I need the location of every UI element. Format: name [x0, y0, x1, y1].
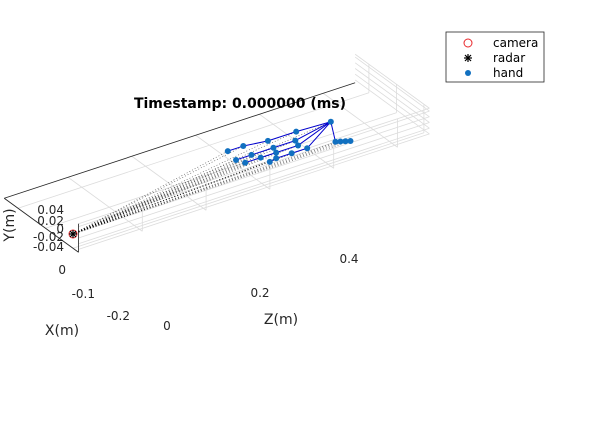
hand-point [233, 156, 240, 163]
x-tick-label: -0.1 [72, 287, 95, 301]
skeleton-bone [330, 121, 336, 142]
box-edge [354, 53, 430, 109]
ray-line [72, 150, 228, 235]
y-tick-label: -0.04 [33, 240, 64, 254]
x-tick-label: -0.2 [107, 309, 130, 323]
hand-point [273, 149, 280, 156]
wall-grid-line [78, 133, 430, 250]
skeleton-bone [251, 147, 274, 156]
z-axis-line [4, 82, 356, 199]
floor-grid-line [45, 112, 397, 229]
y-tick-label: 0 [56, 222, 64, 236]
hand-point [288, 150, 295, 157]
z-tick-label: 0.2 [250, 286, 269, 300]
hand-point [293, 128, 300, 135]
ray-line [72, 162, 246, 235]
origin-markers [68, 229, 78, 239]
hand-point [224, 148, 231, 155]
floor-grid-line [72, 132, 425, 249]
ray-line [72, 140, 296, 235]
box-edge [78, 107, 430, 225]
ray-line [72, 140, 351, 235]
legend-camera-marker [463, 38, 473, 48]
hand-point [266, 158, 273, 165]
y-axis-label: Y(m) [2, 208, 18, 242]
chart-title: Timestamp: 0.000000 (ms) [134, 96, 346, 112]
hand-point [332, 138, 339, 145]
wall-grid-line [78, 116, 430, 233]
floor-grid-line [17, 92, 370, 209]
far-wall-grid-line [354, 62, 430, 118]
far-wall-grid-line [354, 73, 430, 129]
x-axis-label: X(m) [45, 323, 79, 339]
skeleton-bone [295, 121, 332, 142]
floor-grid-line [67, 176, 143, 232]
z-tick-label: 0 [163, 319, 171, 333]
tick-labels: 0.04 0.02 0 -0.02 -0.04 0 -0.1 -0.2 0 0.… [33, 203, 359, 333]
ray-line [72, 147, 274, 235]
legend-hand-marker [465, 70, 471, 76]
skeleton-bone [243, 140, 269, 147]
skeleton-bone [273, 140, 296, 149]
radar-rays [72, 121, 351, 235]
hand-point [342, 138, 349, 145]
x-axis-line [4, 197, 79, 253]
wall-grid-line [78, 127, 430, 245]
skeleton-bone [297, 121, 332, 146]
hand-point [257, 154, 264, 161]
hand-point [240, 143, 247, 150]
skeleton-bone [296, 121, 331, 133]
ray-line [72, 141, 336, 235]
skeleton-bone [306, 121, 332, 149]
ray-line [72, 145, 244, 235]
y-tick-label: 0.04 [37, 203, 64, 217]
hand-point [270, 144, 277, 151]
skeleton-bone [276, 144, 299, 154]
legend-radar-marker [464, 54, 472, 62]
ray-line [72, 121, 331, 235]
hand-point [295, 142, 302, 149]
x-tick-label: 0 [58, 263, 66, 277]
axes-grid [4, 53, 430, 253]
z-axis-label: Z(m) [264, 312, 298, 328]
legend-label-hand: hand [493, 66, 523, 80]
far-wall-grid-line [354, 56, 430, 112]
legend: camera radar hand [445, 31, 545, 83]
far-wall-grid-line [354, 79, 430, 135]
legend-label-camera: camera [493, 36, 538, 50]
y-tick-label: 0.02 [37, 214, 64, 228]
radar-point-stroke [69, 230, 77, 238]
ray-line [72, 154, 252, 235]
hand-point [337, 138, 344, 145]
ray-line [72, 140, 269, 235]
hand-point [304, 145, 311, 152]
z-tick-label: 0.4 [339, 252, 358, 266]
skeleton-bone [267, 131, 297, 142]
data-points [224, 118, 354, 166]
floor-grid-line [131, 155, 207, 211]
hand-point [242, 159, 249, 166]
ray-line [72, 131, 297, 235]
hand-point [264, 137, 271, 144]
radar-point [69, 230, 77, 238]
floor-grid-line [195, 134, 271, 190]
ray-line [72, 141, 341, 235]
far-wall-grid-line [354, 68, 430, 123]
legend-label-radar: radar [493, 51, 525, 65]
wall-grid-line [78, 122, 430, 239]
hand-point [327, 118, 334, 125]
ray-line [72, 161, 270, 235]
hand-point [292, 137, 299, 144]
legend-box [445, 31, 545, 83]
hand-point [248, 151, 255, 158]
floor-grid-line [323, 92, 398, 148]
y-tick-label: -0.02 [33, 230, 64, 244]
hand-point [273, 155, 280, 162]
hand-point [347, 138, 354, 145]
